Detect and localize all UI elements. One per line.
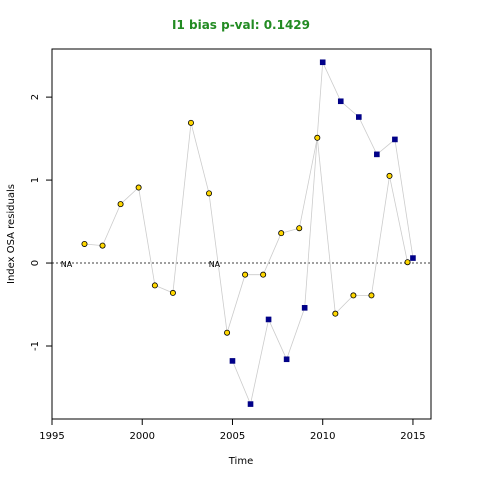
series-0-point xyxy=(368,292,375,299)
series-1-point xyxy=(337,98,344,105)
na-label: NA xyxy=(61,260,73,269)
series-1-point xyxy=(392,136,398,143)
series-1-point xyxy=(356,114,362,120)
na-label: NA xyxy=(209,260,221,269)
x-axis-title: Time xyxy=(228,456,253,467)
series-1-point xyxy=(374,151,380,158)
series-1-point xyxy=(229,358,236,364)
y-tick-label: 1 xyxy=(30,177,41,183)
na-labels: NA NA xyxy=(61,260,221,269)
series-0-point xyxy=(260,271,267,278)
series-0-point xyxy=(278,230,285,237)
series-1-point xyxy=(265,316,272,323)
chart-title: I1 bias p-val: 0.1429 xyxy=(172,18,310,32)
series-0-line xyxy=(84,122,408,333)
series-1-point xyxy=(247,401,254,407)
series-0-point xyxy=(117,201,124,208)
series-1-point xyxy=(301,305,308,311)
y-tick-label: 2 xyxy=(30,94,41,100)
y-axis-title: Index OSA residuals xyxy=(6,184,17,284)
series-0-point xyxy=(242,271,249,278)
x-tick-label: 1995 xyxy=(39,431,64,442)
series-0-point xyxy=(206,190,213,197)
axis-ticks: 1995 2000 2005 2010 2015 -1 0 1 2 xyxy=(30,94,426,442)
data-points xyxy=(81,59,416,407)
x-tick-label: 2005 xyxy=(220,431,245,442)
series-0-point xyxy=(404,259,411,266)
x-tick-label: 2010 xyxy=(310,431,335,442)
series-0-point xyxy=(386,172,393,179)
series-lines xyxy=(84,60,414,406)
series-0-point xyxy=(296,225,303,232)
series-1-point xyxy=(319,59,326,66)
series-0-point xyxy=(151,282,158,289)
series-1-point xyxy=(283,356,290,363)
series-0-point xyxy=(224,329,231,336)
series-0-point xyxy=(350,292,357,299)
series-0-point xyxy=(314,134,321,141)
y-tick-label: 0 xyxy=(30,260,41,266)
series-0-point xyxy=(332,310,339,317)
y-tick-label: -1 xyxy=(30,341,41,351)
x-tick-label: 2000 xyxy=(130,431,155,442)
x-tick-label: 2015 xyxy=(400,431,425,442)
series-0-point xyxy=(135,184,142,191)
series-1-point xyxy=(410,255,416,261)
series-0-point xyxy=(81,240,88,247)
plot-frame xyxy=(51,48,432,420)
series-0-point xyxy=(99,242,106,249)
series-0-point xyxy=(169,289,176,296)
series-1-line xyxy=(232,60,414,406)
series-0-point xyxy=(187,119,194,126)
